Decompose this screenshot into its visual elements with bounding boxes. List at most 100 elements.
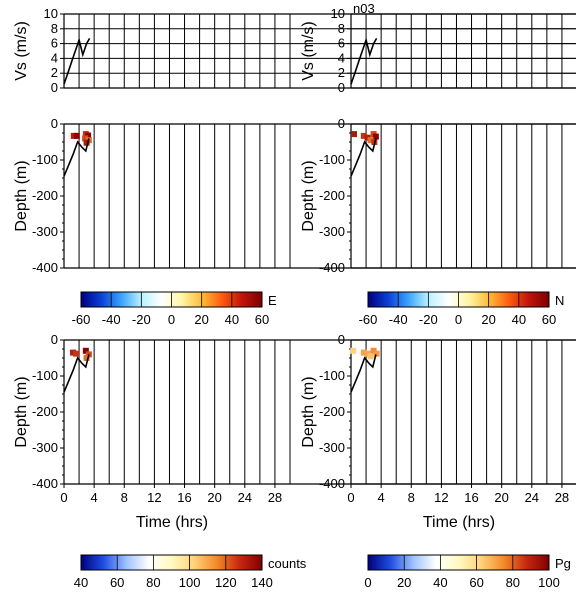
colorbar-tick-label: 40 [512,312,526,327]
y-tick-label: -200 [32,188,58,203]
data-point [70,132,77,139]
data-point [82,347,89,354]
colorbar-label: N [555,293,564,308]
y-tick-label: 2 [51,65,58,80]
y-tick-label: -300 [32,440,58,455]
y-tick-label: -200 [319,404,345,419]
x-tick-label: 8 [121,490,128,505]
data-point [370,347,377,354]
y-tick-label: 6 [338,36,345,51]
y-tick-label: 0 [51,116,58,131]
y-axis-title: Vs (m/s) [13,21,30,81]
data-point [85,132,92,139]
colorbar-tick-label: 80 [506,575,520,590]
data-point [364,350,371,357]
colorbar-label: Pg [555,556,571,571]
data-point [367,137,374,144]
colorbar-tick-label: 40 [74,575,88,590]
series-line [63,354,90,393]
y-tick-label: 4 [51,50,58,65]
y-tick-label: 0 [338,332,345,347]
y-tick-label: 6 [51,36,58,51]
station-title: n03 [353,1,375,16]
colorbar-tick-label: 60 [110,575,124,590]
x-tick-label: 4 [378,490,385,505]
colorbar-tick-label: 60 [542,312,556,327]
data-point [351,131,358,138]
data-point [83,139,90,146]
y-tick-label: 2 [338,65,345,80]
colorbar-tick-label: 0 [455,312,462,327]
colorbar-tick-label: 100 [179,575,201,590]
x-tick-label: 28 [268,490,282,505]
x-axis-title: Time (hrs) [423,514,495,531]
series-line [350,138,377,177]
x-tick-label: 8 [408,490,415,505]
y-tick-label: -200 [32,404,58,419]
x-tick-label: 4 [91,490,98,505]
y-tick-label: 4 [338,50,345,65]
y-tick-label: -400 [32,476,58,491]
y-tick-label: -400 [32,260,58,275]
x-tick-label: 0 [347,490,354,505]
colorbar-tick-label: -60 [72,312,91,327]
colorbar-tick-label: -20 [132,312,151,327]
x-tick-label: 16 [177,490,191,505]
y-tick-label: 10 [44,6,58,21]
y-tick-label: -300 [32,224,58,239]
x-tick-label: 24 [238,490,252,505]
y-tick-label: 0 [338,116,345,131]
series-line [63,37,91,85]
y-axis-title: Vs (m/s) [300,21,317,81]
data-point [70,349,77,356]
y-tick-label: -400 [319,476,345,491]
x-tick-label: 24 [525,490,539,505]
data-point [364,134,371,141]
series-line [350,354,377,393]
colorbar-tick-label: 0 [168,312,175,327]
data-point [360,349,367,356]
x-tick-label: 20 [494,490,508,505]
data-point [373,350,380,357]
data-point [350,347,357,354]
data-point [372,133,379,140]
colorbar-tick-label: -40 [102,312,121,327]
colorbar-tick-label: 120 [215,575,237,590]
x-axis-title: Time (hrs) [136,514,208,531]
x-tick-label: 28 [555,490,569,505]
y-tick-label: 0 [51,332,58,347]
colorbar-label: counts [268,556,307,571]
y-axis-title: Depth (m) [300,160,317,231]
y-tick-label: 10 [331,6,345,21]
data-point [73,132,80,139]
series-line [63,138,90,177]
y-tick-label: -100 [319,368,345,383]
colorbar-tick-label: -20 [419,312,438,327]
colorbar-tick-label: 140 [251,575,273,590]
colorbar-tick-label: 100 [538,575,560,590]
series-line [350,37,378,85]
y-axis-title: Depth (m) [300,376,317,447]
colorbar-tick-label: 20 [194,312,208,327]
colorbar-tick-label: -60 [359,312,378,327]
data-point [360,132,367,139]
colorbar-tick-label: 60 [469,575,483,590]
colorbar-tick-label: 60 [255,312,269,327]
data-point [367,353,374,360]
x-tick-label: 12 [147,490,161,505]
x-tick-label: 0 [60,490,67,505]
y-tick-label: -400 [319,260,345,275]
y-tick-label: -200 [319,188,345,203]
colorbar-tick-label: 80 [146,575,160,590]
colorbar [80,554,263,571]
x-tick-label: 20 [207,490,221,505]
colorbar-tick-label: 20 [481,312,495,327]
colorbar-tick-label: 20 [397,575,411,590]
